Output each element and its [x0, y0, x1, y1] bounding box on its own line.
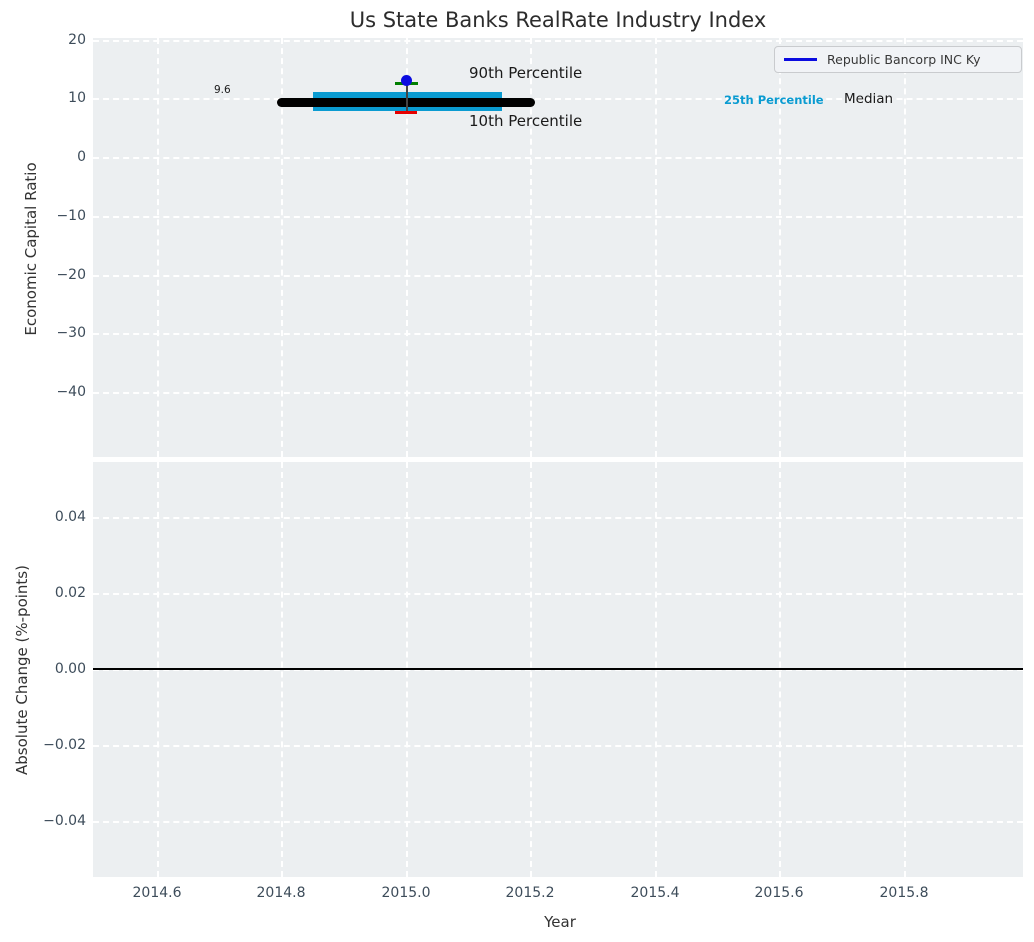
gridline-h [93, 40, 1023, 42]
gridline-h [93, 821, 1023, 823]
ytick-label: −10 [56, 208, 86, 224]
ytick-label: 0.02 [54, 585, 86, 601]
xtick-label: 2015.0 [381, 885, 431, 901]
y-axis-label-top: Economic Capital Ratio [22, 162, 40, 336]
figure-title: Us State Banks RealRate Industry Index [349, 8, 767, 32]
gridline-v [530, 38, 532, 457]
x-axis-label: Year [544, 913, 576, 931]
ytick-label: 0.04 [54, 509, 86, 525]
gridline-v [779, 38, 781, 457]
annotation-median: Median [844, 91, 894, 107]
xtick-label: 2014.8 [256, 885, 306, 901]
xtick-label: 2015.6 [754, 885, 804, 901]
ytick-label: −20 [56, 267, 86, 283]
xtick-label: 2015.4 [630, 885, 680, 901]
annotation-10th-percentile: 10th Percentile [469, 112, 583, 130]
gridline-h [93, 392, 1023, 394]
ytick-label: 0.00 [54, 661, 86, 677]
legend-line-sample [784, 58, 817, 61]
gridline-v [157, 38, 159, 457]
gridline-v [655, 38, 657, 457]
ytick-label: −0.04 [43, 813, 86, 829]
ytick-label: 20 [68, 32, 86, 48]
annotation-90th-percentile: 90th Percentile [469, 64, 583, 82]
gridline-h [93, 216, 1023, 218]
annotation-median-value: 9.6 [214, 84, 231, 96]
annotation-25th-percentile: 25th Percentile [724, 93, 824, 107]
xtick-label: 2015.2 [505, 885, 555, 901]
gridline-h [93, 669, 1023, 671]
ytick-label: 0 [77, 149, 86, 165]
company-marker [401, 75, 412, 86]
gridline-h [93, 333, 1023, 335]
gridline-h [93, 275, 1023, 277]
gridline-h [93, 157, 1023, 159]
legend-label: Republic Bancorp INC Ky [827, 52, 981, 67]
y-axis-label-bottom: Absolute Change (%-points) [13, 565, 31, 775]
ytick-label: −40 [56, 384, 86, 400]
ytick-label: −30 [56, 325, 86, 341]
ytick-label: 10 [68, 90, 86, 106]
gridline-v [281, 38, 283, 457]
errorbar-stem [406, 81, 408, 112]
gridline-h [93, 517, 1023, 519]
gridline-h [93, 98, 1023, 100]
xtick-label: 2015.8 [879, 885, 929, 901]
top-axes: 9.6 90th Percentile 10th Percentile 25th… [93, 38, 1023, 457]
bottom-axes [93, 462, 1023, 877]
ytick-label: −0.02 [43, 737, 86, 753]
errorbar-bottom-cap [395, 111, 417, 114]
gridline-v [904, 38, 906, 457]
zero-line [93, 668, 1023, 670]
xtick-label: 2014.6 [132, 885, 182, 901]
legend: Republic Bancorp INC Ky [774, 46, 1022, 73]
gridline-h [93, 745, 1023, 747]
gridline-h [93, 593, 1023, 595]
gridline-v [406, 38, 408, 457]
